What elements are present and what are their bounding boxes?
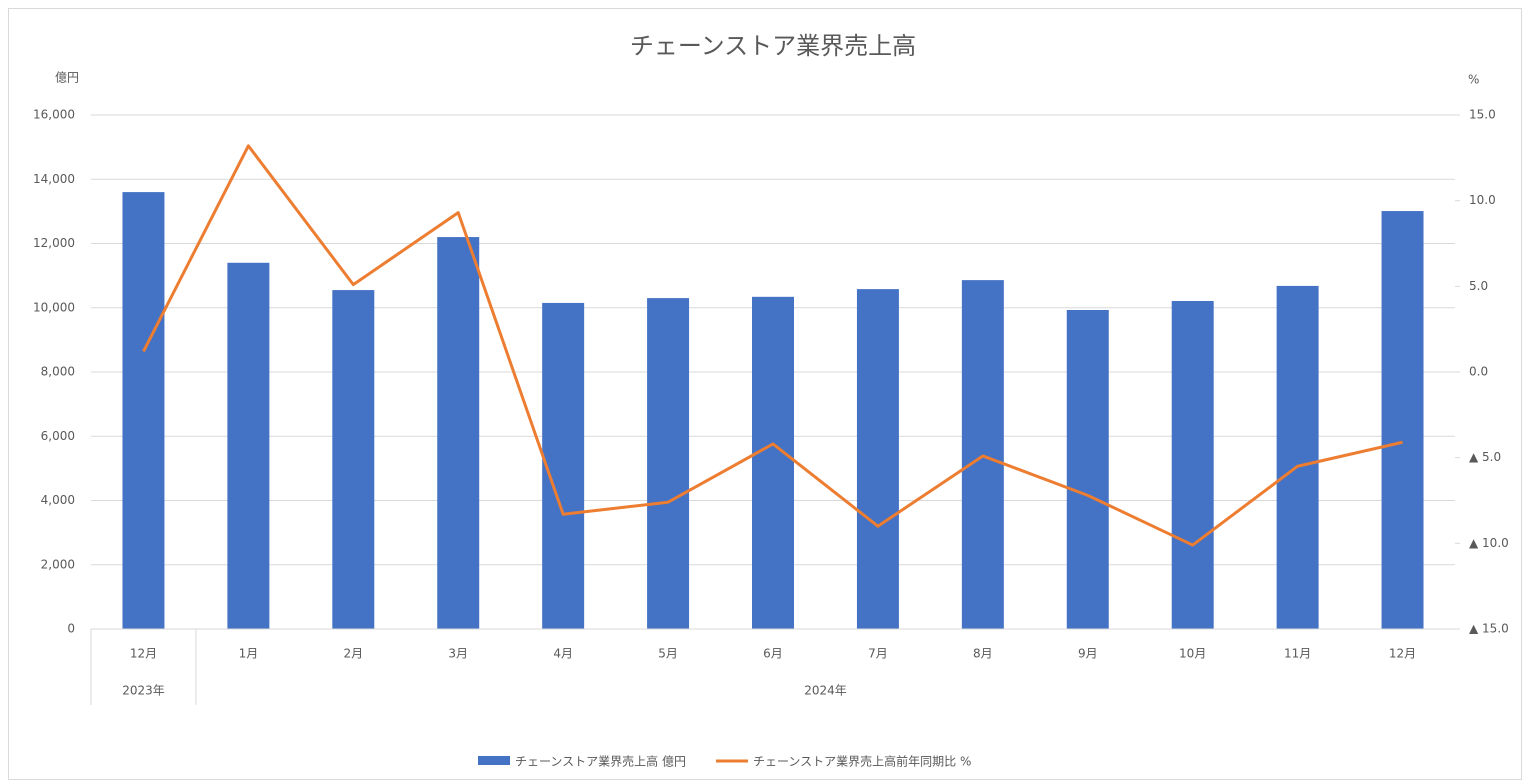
y-axis-title: 億円 bbox=[55, 71, 79, 85]
bar bbox=[227, 262, 270, 629]
bar bbox=[1171, 301, 1214, 629]
x-tick-label: 1月 bbox=[239, 647, 259, 661]
x-tick-label: 11月 bbox=[1284, 647, 1311, 661]
bar bbox=[122, 192, 165, 629]
bar bbox=[1276, 285, 1319, 629]
bar bbox=[1381, 211, 1424, 629]
bar bbox=[332, 290, 375, 629]
y-tick-label: 16,000 bbox=[33, 108, 75, 122]
legend-label: チェーンストア業界売上高前年同期比 % bbox=[753, 754, 971, 769]
x-tick-label: 12月 bbox=[130, 647, 157, 661]
y-tick-label: 12,000 bbox=[33, 236, 75, 250]
bar bbox=[437, 237, 480, 629]
y-tick-label: 4,000 bbox=[41, 493, 75, 507]
x-tick-label: 2月 bbox=[343, 647, 363, 661]
y2-tick-label: 5.0 bbox=[1469, 279, 1488, 293]
y-tick-label: 6,000 bbox=[41, 429, 75, 443]
x-tick-label: 5月 bbox=[658, 647, 678, 661]
y2-tick-label: 15.0 bbox=[1469, 108, 1496, 122]
x-tick-label: 7月 bbox=[868, 647, 888, 661]
y-tick-label: 8,000 bbox=[41, 365, 75, 379]
x-tick-label: 12月 bbox=[1389, 647, 1416, 661]
y2-tick-label: ▲ 5.0 bbox=[1469, 450, 1501, 464]
y2-axis-title: % bbox=[1468, 73, 1479, 87]
chart-title: チェーンストア業界売上高 bbox=[630, 32, 916, 60]
bar bbox=[647, 298, 690, 629]
bar bbox=[856, 289, 899, 629]
y-tick-label: 0 bbox=[67, 622, 75, 636]
x-tick-label: 8月 bbox=[973, 647, 993, 661]
x-group-label: 2023年 bbox=[122, 684, 165, 698]
x-tick-label: 10月 bbox=[1179, 647, 1206, 661]
bar bbox=[1066, 309, 1109, 629]
x-group-label: 2024年 bbox=[804, 684, 847, 698]
y2-tick-label: ▲ 15.0 bbox=[1469, 622, 1509, 636]
line bbox=[142, 144, 1403, 547]
x-tick-label: 3月 bbox=[448, 647, 468, 661]
y2-tick-label: ▲ 10.0 bbox=[1469, 536, 1509, 550]
y2-tick-label: 0.0 bbox=[1469, 365, 1488, 379]
legend-swatch bbox=[478, 756, 510, 765]
y2-tick-label: 10.0 bbox=[1469, 193, 1496, 207]
legend-label: チェーンストア業界売上高 億円 bbox=[515, 754, 686, 769]
y-tick-label: 14,000 bbox=[33, 172, 75, 186]
bar bbox=[542, 302, 585, 629]
x-tick-label: 6月 bbox=[763, 647, 783, 661]
y-tick-label: 2,000 bbox=[41, 557, 75, 571]
x-tick-label: 9月 bbox=[1078, 647, 1098, 661]
x-tick-label: 4月 bbox=[553, 647, 573, 661]
y-tick-label: 10,000 bbox=[33, 300, 75, 314]
bar bbox=[752, 296, 794, 629]
